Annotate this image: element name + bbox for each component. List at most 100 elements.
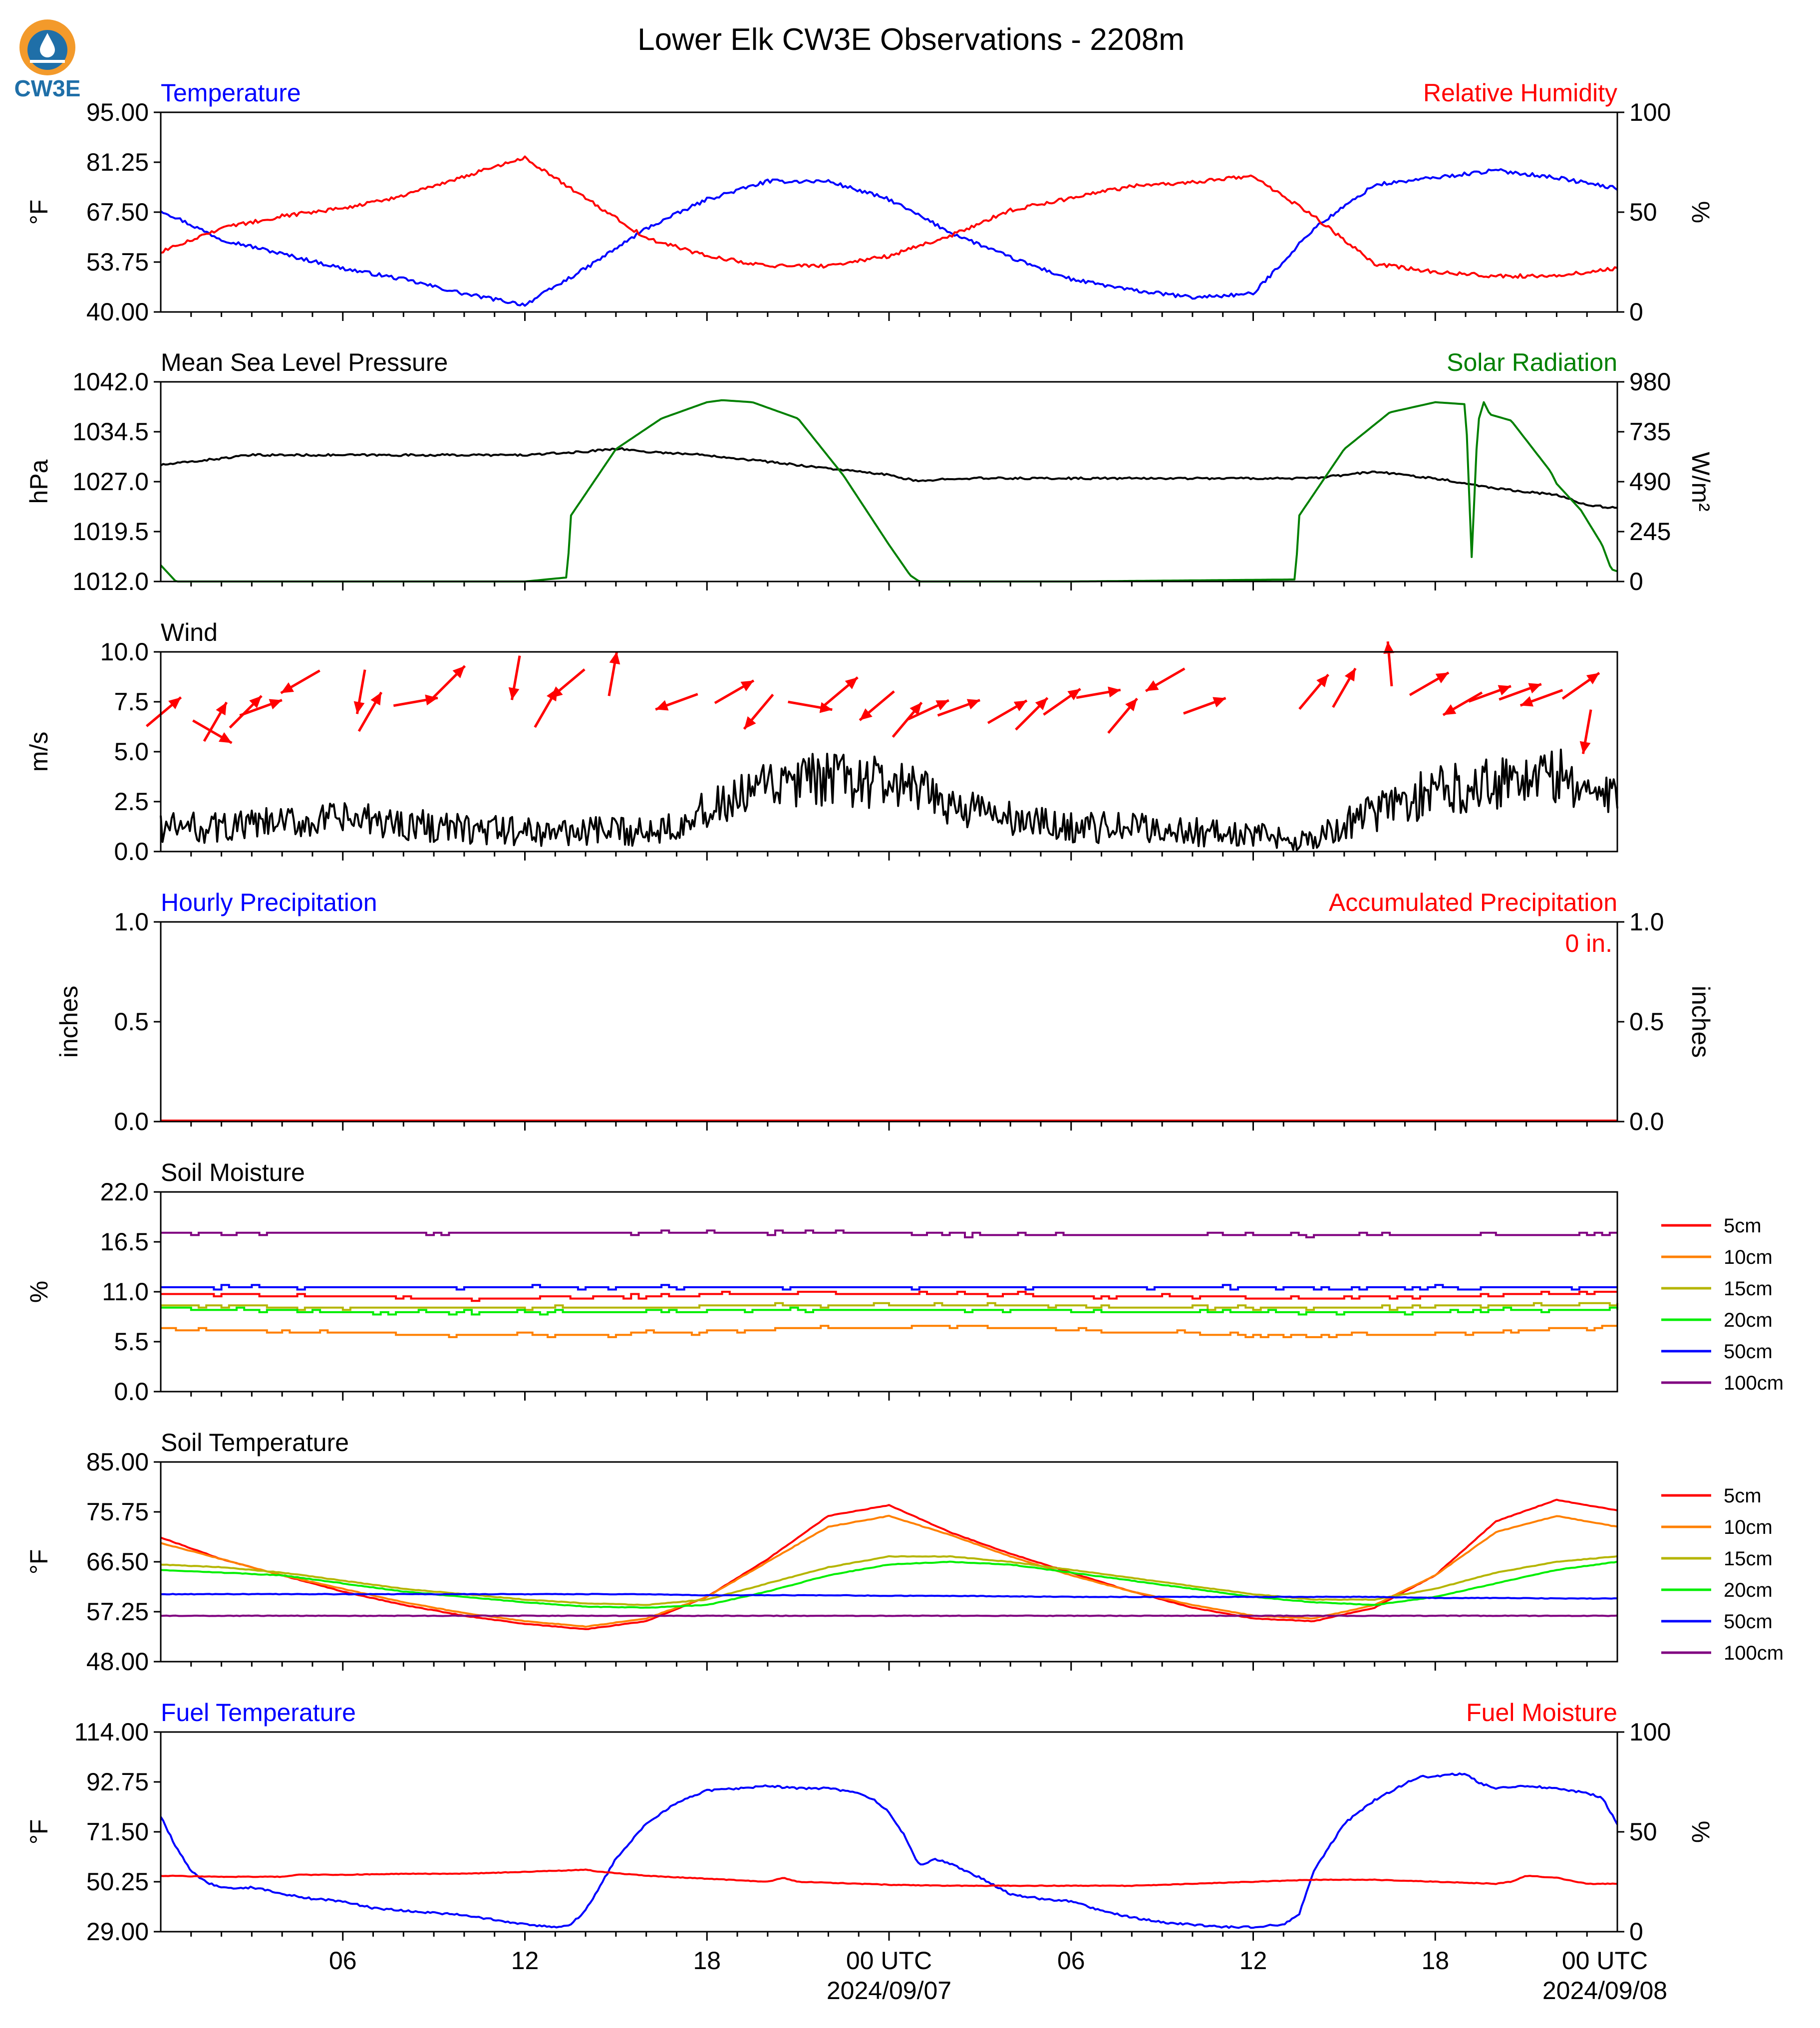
wind-arrow-head	[1579, 741, 1591, 754]
wind-arrow-head	[269, 699, 282, 710]
y-axis-label-right: inches	[1687, 986, 1715, 1058]
y-tick-label-left: 22.0	[100, 1178, 149, 1206]
y-axis-label-left: °F	[25, 1819, 53, 1845]
wind-arrow-head	[1344, 668, 1356, 682]
panel-3: Wind 0.0 2.5 5.0 7.5 10.0 m/s	[25, 618, 1618, 866]
y-tick-label-left: 0.0	[114, 1108, 149, 1136]
legend-label: 20cm	[1724, 1309, 1773, 1331]
wind-arrow-head	[966, 699, 980, 710]
panel-title-left: Fuel Temperature	[161, 1699, 356, 1727]
panel-title-left: Soil Moisture	[161, 1159, 305, 1186]
y-tick-label-left: 2.5	[114, 788, 149, 816]
wind-arrow-head	[860, 708, 873, 720]
wind-arrow	[239, 699, 283, 717]
wind-arrow	[432, 665, 466, 699]
y-tick-label-left: 81.25	[86, 148, 149, 176]
wind-arrow-head	[1316, 674, 1328, 687]
y-tick-label-left: 114.00	[74, 1718, 149, 1746]
accumulated-total: 0 in.	[1565, 929, 1612, 957]
wind-arrow-head	[744, 716, 756, 729]
plot-frame	[160, 111, 1618, 313]
legend-label: 50cm	[1724, 1611, 1773, 1633]
wind-arrow-head	[1528, 683, 1541, 694]
series-line-red	[160, 1868, 1618, 1887]
legend-label: 10cm	[1724, 1246, 1773, 1268]
plot-frame	[160, 1731, 1618, 1933]
wind-arrow-head	[609, 651, 620, 665]
wind-arrow-head	[353, 701, 365, 714]
series-line-5cm	[161, 1291, 1617, 1302]
legend-label: 100cm	[1724, 1642, 1784, 1664]
x-tick-label: 06	[329, 1947, 357, 1975]
series-line-5cm	[160, 1498, 1618, 1630]
panel-4: Hourly Precipitation Accumulated Precipit…	[55, 888, 1715, 1136]
wind-arrow	[357, 691, 383, 732]
x-date-label: 2024/09/07	[827, 1977, 951, 2005]
wind-arrow	[549, 668, 586, 699]
panel-title-right: Fuel Moisture	[1466, 1699, 1617, 1727]
y-axis-label-right: %	[1687, 201, 1715, 223]
wind-arrow	[655, 693, 698, 711]
wind-arrow	[229, 695, 263, 729]
wind-arrow	[1043, 688, 1081, 716]
y-axis-label-left: %	[25, 1281, 53, 1303]
y-tick-label-left: 16.5	[100, 1228, 149, 1256]
wind-arrow	[1332, 667, 1357, 708]
y-tick-label-left: 1.0	[114, 908, 149, 936]
y-tick-label-left: 48.00	[86, 1648, 149, 1676]
wind-arrow	[1145, 667, 1186, 692]
y-tick-label-right: 50	[1629, 1818, 1657, 1846]
cw3e-logo: CW3E	[14, 19, 81, 101]
plot-frame	[160, 381, 1618, 582]
legend-label: 50cm	[1724, 1341, 1773, 1363]
wind-arrow	[1409, 671, 1450, 696]
y-tick-label-left: 1019.5	[72, 518, 149, 546]
wind-arrow-head	[1213, 697, 1226, 708]
y-tick-label-left: 67.50	[86, 198, 149, 226]
y-tick-label-left: 66.50	[86, 1548, 149, 1576]
y-tick-label-right: 0	[1629, 568, 1643, 595]
y-axis-label-left: °F	[25, 200, 53, 225]
y-tick-label-left: 85.00	[86, 1448, 149, 1476]
panel-title-left: Mean Sea Level Pressure	[161, 348, 448, 376]
panel-title-left: Soil Temperature	[161, 1429, 349, 1456]
y-tick-label-left: 1034.5	[72, 418, 149, 446]
wind-arrow	[822, 676, 859, 707]
legend: 5cm 10cm 15cm 20cm 50cm 100cm	[1661, 1485, 1784, 1664]
logo-text: CW3E	[14, 75, 81, 101]
wind-arrow	[1107, 697, 1138, 734]
y-tick-label-right: 50	[1629, 198, 1657, 226]
wind-arrow-head	[216, 702, 227, 716]
y-tick-label-left: 53.75	[86, 248, 149, 276]
x-tick-label: 18	[693, 1947, 721, 1975]
wind-arrow	[508, 655, 521, 700]
wind-arrow-head	[249, 696, 262, 708]
series-line-50cm	[160, 1593, 1618, 1600]
plot-frame	[160, 921, 1618, 1123]
x-date-label: 2024/09/08	[1542, 1977, 1667, 2005]
wind-arrow-head	[281, 682, 294, 693]
y-tick-label-left: 92.75	[86, 1768, 149, 1796]
legend-label: 15cm	[1724, 1278, 1773, 1300]
wind-arrow-head	[1067, 689, 1081, 700]
series-line-50cm	[161, 1284, 1617, 1291]
y-tick-label-left: 57.25	[86, 1598, 149, 1626]
wind-arrow-head	[1108, 686, 1121, 698]
legend-label: 5cm	[1724, 1215, 1762, 1237]
legend-label: 10cm	[1724, 1516, 1773, 1538]
wind-arrow-head	[168, 697, 181, 709]
wind-arrow-head	[1146, 680, 1159, 691]
y-tick-label-left: 29.00	[86, 1918, 149, 1946]
y-axis-label-right: W/m²	[1687, 452, 1715, 511]
wind-arrow	[1076, 686, 1121, 699]
panel-2: Mean Sea Level Pressure Solar Radiation 10…	[25, 348, 1715, 595]
wind-arrow	[1561, 672, 1600, 700]
wind-arrow	[203, 701, 228, 742]
series-line-15cm	[161, 1302, 1618, 1311]
y-tick-label-left: 75.75	[86, 1498, 149, 1526]
panel-title-left: Hourly Precipitation	[161, 888, 377, 916]
y-tick-label-left: 5.0	[114, 738, 149, 766]
plot-frame	[160, 651, 1618, 853]
y-tick-label-left: 0.0	[114, 838, 149, 866]
wind-arrow-head	[845, 677, 858, 689]
